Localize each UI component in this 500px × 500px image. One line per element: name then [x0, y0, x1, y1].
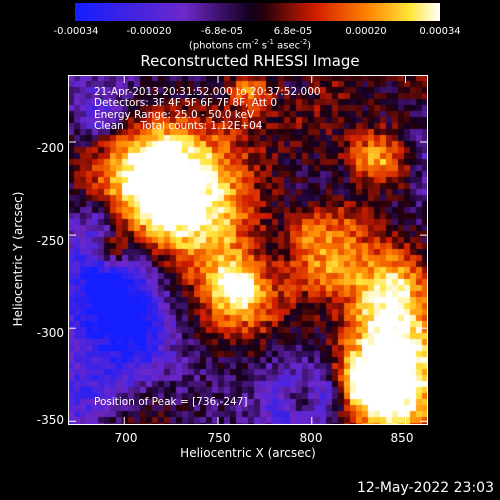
x-tick-label: 700: [114, 431, 138, 445]
info-peak-position: Position of Peak = [736,-247]: [94, 396, 248, 408]
info-energy-range: Energy Range: 25.0 - 50.0 keV: [94, 109, 255, 121]
x-tick-label: 850: [390, 431, 414, 445]
info-time-range: 21-Apr-2013 20:31:52.000 to 20:37:52.000: [94, 86, 321, 98]
colorbar: [75, 3, 440, 21]
x-tick-label: 800: [299, 431, 323, 445]
colorbar-tick: -0.00034: [53, 26, 99, 37]
plot-frame: [68, 75, 428, 425]
info-detectors: Detectors: 3F 4F 5F 6F 7F 8F, Att 0: [94, 97, 278, 109]
colorbar-tick: -0.00020: [126, 26, 172, 37]
colorbar-tick: 0.00020: [345, 26, 387, 37]
y-tick-label: -200: [36, 141, 64, 155]
y-tick-label: -350: [36, 413, 64, 427]
y-tick-label: -250: [36, 234, 64, 248]
y-tick-label: -300: [36, 326, 64, 340]
colorbar-tick: -6.8e-05: [201, 26, 243, 37]
timestamp: 12-May-2022 23:03: [356, 480, 494, 496]
colorbar-tick: 6.8e-05: [273, 26, 313, 37]
info-total-counts: Clean Total counts: 1.12E+04: [94, 120, 263, 132]
colorbar-units: (photons cm-2 s-1 asec-2): [188, 38, 312, 52]
colorbar-tick: 0.00034: [419, 26, 461, 37]
image-plot: [68, 75, 428, 425]
x-axis-label: Heliocentric X (arcsec): [180, 446, 316, 460]
x-tick-label: 750: [207, 431, 231, 445]
plot-title: Reconstructed RHESSI Image: [140, 52, 360, 70]
y-axis-label: Heliocentric Y (arcsec): [11, 191, 25, 327]
